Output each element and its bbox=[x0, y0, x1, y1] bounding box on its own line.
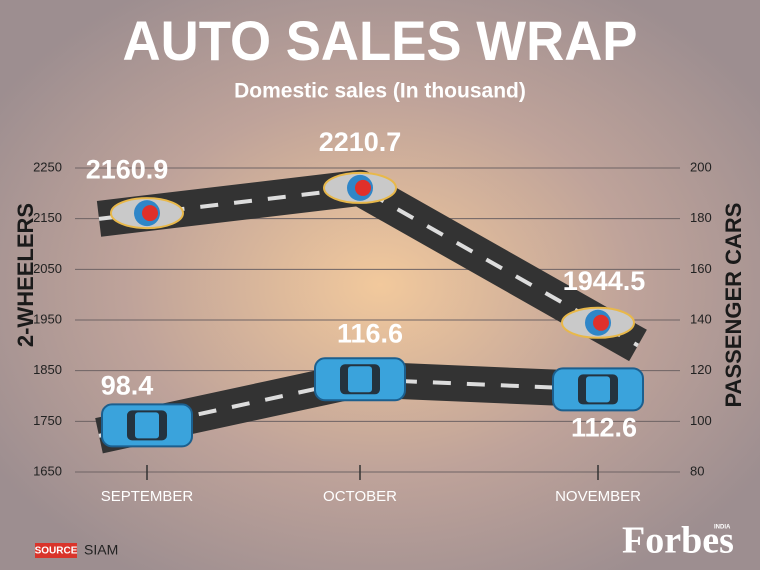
x-tick-label: NOVEMBER bbox=[555, 488, 641, 505]
helmet bbox=[355, 179, 371, 196]
logo: Forbes bbox=[622, 520, 734, 562]
value-label: 2160.9 bbox=[86, 154, 169, 184]
y-axis-label: 2-WHEELERS bbox=[13, 203, 38, 347]
car-roof bbox=[348, 366, 372, 393]
value-label: 116.6 bbox=[337, 318, 403, 348]
chart-subtitle: Domestic sales (In thousand) bbox=[234, 80, 526, 103]
value-label: 98.4 bbox=[101, 371, 154, 401]
helmet bbox=[593, 314, 609, 331]
y-tick-label: 1950 bbox=[33, 311, 62, 326]
source: SIAM bbox=[84, 542, 118, 558]
y2-tick-label: 140 bbox=[690, 311, 712, 326]
y2-tick-label: 180 bbox=[690, 210, 712, 225]
value-label: 2210.7 bbox=[319, 127, 402, 157]
logo-sub: INDIA bbox=[714, 525, 731, 531]
car-roof bbox=[586, 376, 610, 403]
y2-tick-label: 120 bbox=[690, 362, 712, 377]
helmet bbox=[142, 205, 158, 222]
y-tick-label: 1750 bbox=[33, 413, 62, 428]
y2-tick-label: 100 bbox=[690, 413, 712, 428]
y-tick-label: 2150 bbox=[33, 210, 62, 225]
y2-axis-label: PASSENGER CARS bbox=[721, 203, 746, 408]
x-tick-label: OCTOBER bbox=[323, 488, 397, 505]
plot: 1650 1750 1850 1950 2050 2150 2250 80 100 120 140 1… bbox=[33, 127, 712, 505]
source-label: SOURCE bbox=[35, 546, 78, 557]
y-tick-label: 2250 bbox=[33, 159, 62, 174]
y-tick-label: 1650 bbox=[33, 463, 62, 478]
source-badge bbox=[35, 543, 77, 558]
chart-title: AUTO SALES WRAP bbox=[123, 9, 638, 72]
y2-tick-label: 80 bbox=[690, 463, 704, 478]
y-tick-label: 2050 bbox=[33, 261, 62, 276]
y2-tick-label: 200 bbox=[690, 159, 712, 174]
y-tick-label: 1850 bbox=[33, 362, 62, 377]
value-label: 112.6 bbox=[571, 413, 637, 443]
y2-tick-label: 160 bbox=[690, 261, 712, 276]
x-tick-label: SEPTEMBER bbox=[101, 488, 194, 505]
value-label: 1944.5 bbox=[563, 266, 646, 296]
car-roof bbox=[135, 412, 159, 439]
